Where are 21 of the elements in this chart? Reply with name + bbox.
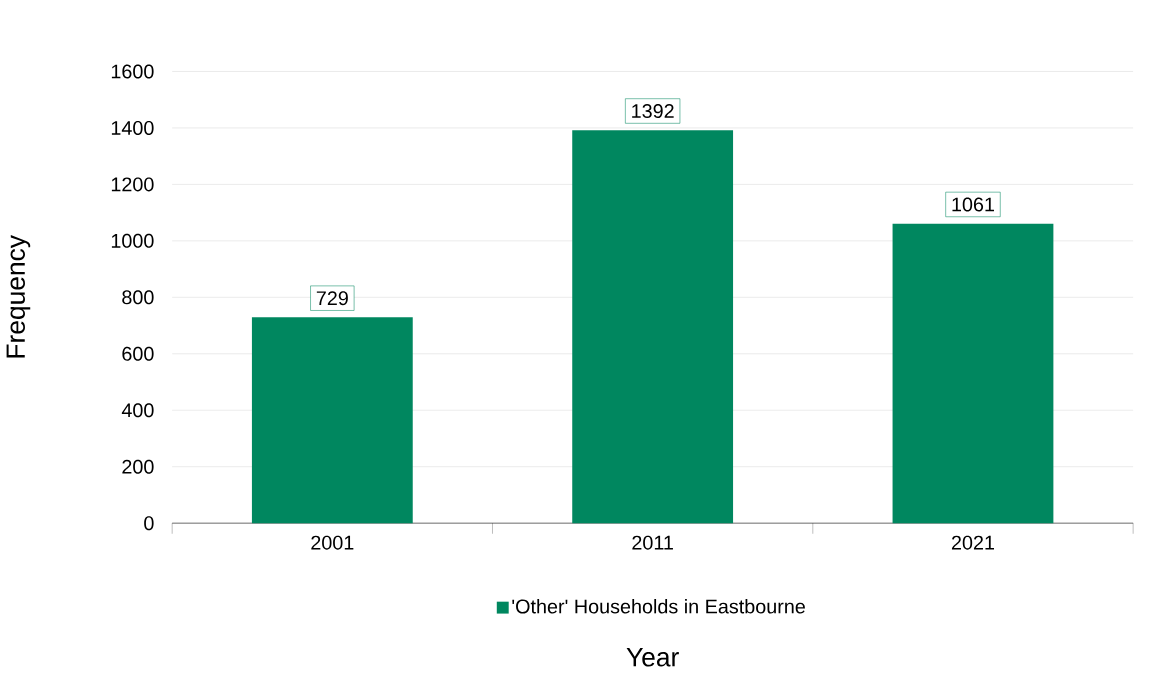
y-tick-label: 1000 <box>111 233 154 248</box>
legend-label: 'Other' Households in Eastbourne <box>512 598 805 614</box>
y-tick-label: 0 <box>144 516 154 531</box>
y-tick-label: 800 <box>122 290 154 305</box>
y-tick-label: 200 <box>122 459 154 474</box>
y-tick-label: 600 <box>122 346 154 361</box>
y-tick-label: 1400 <box>111 120 154 135</box>
data-label: 1061 <box>952 197 994 212</box>
x-tick-label: 2001 <box>311 535 354 550</box>
y-axis-title: Frequency <box>6 235 31 358</box>
y-tick-label: 400 <box>121 403 154 418</box>
bar <box>892 223 1054 524</box>
x-tick-label: 2021 <box>951 535 994 550</box>
bar <box>251 317 413 524</box>
y-tick-label: 1200 <box>111 177 154 192</box>
data-label: 1392 <box>632 103 674 118</box>
data-label: 729 <box>316 291 348 306</box>
x-axis-title: Year <box>626 648 679 667</box>
bar <box>572 130 734 524</box>
y-tick-label: 1600 <box>111 64 154 79</box>
x-tick-label: 2011 <box>632 535 673 550</box>
